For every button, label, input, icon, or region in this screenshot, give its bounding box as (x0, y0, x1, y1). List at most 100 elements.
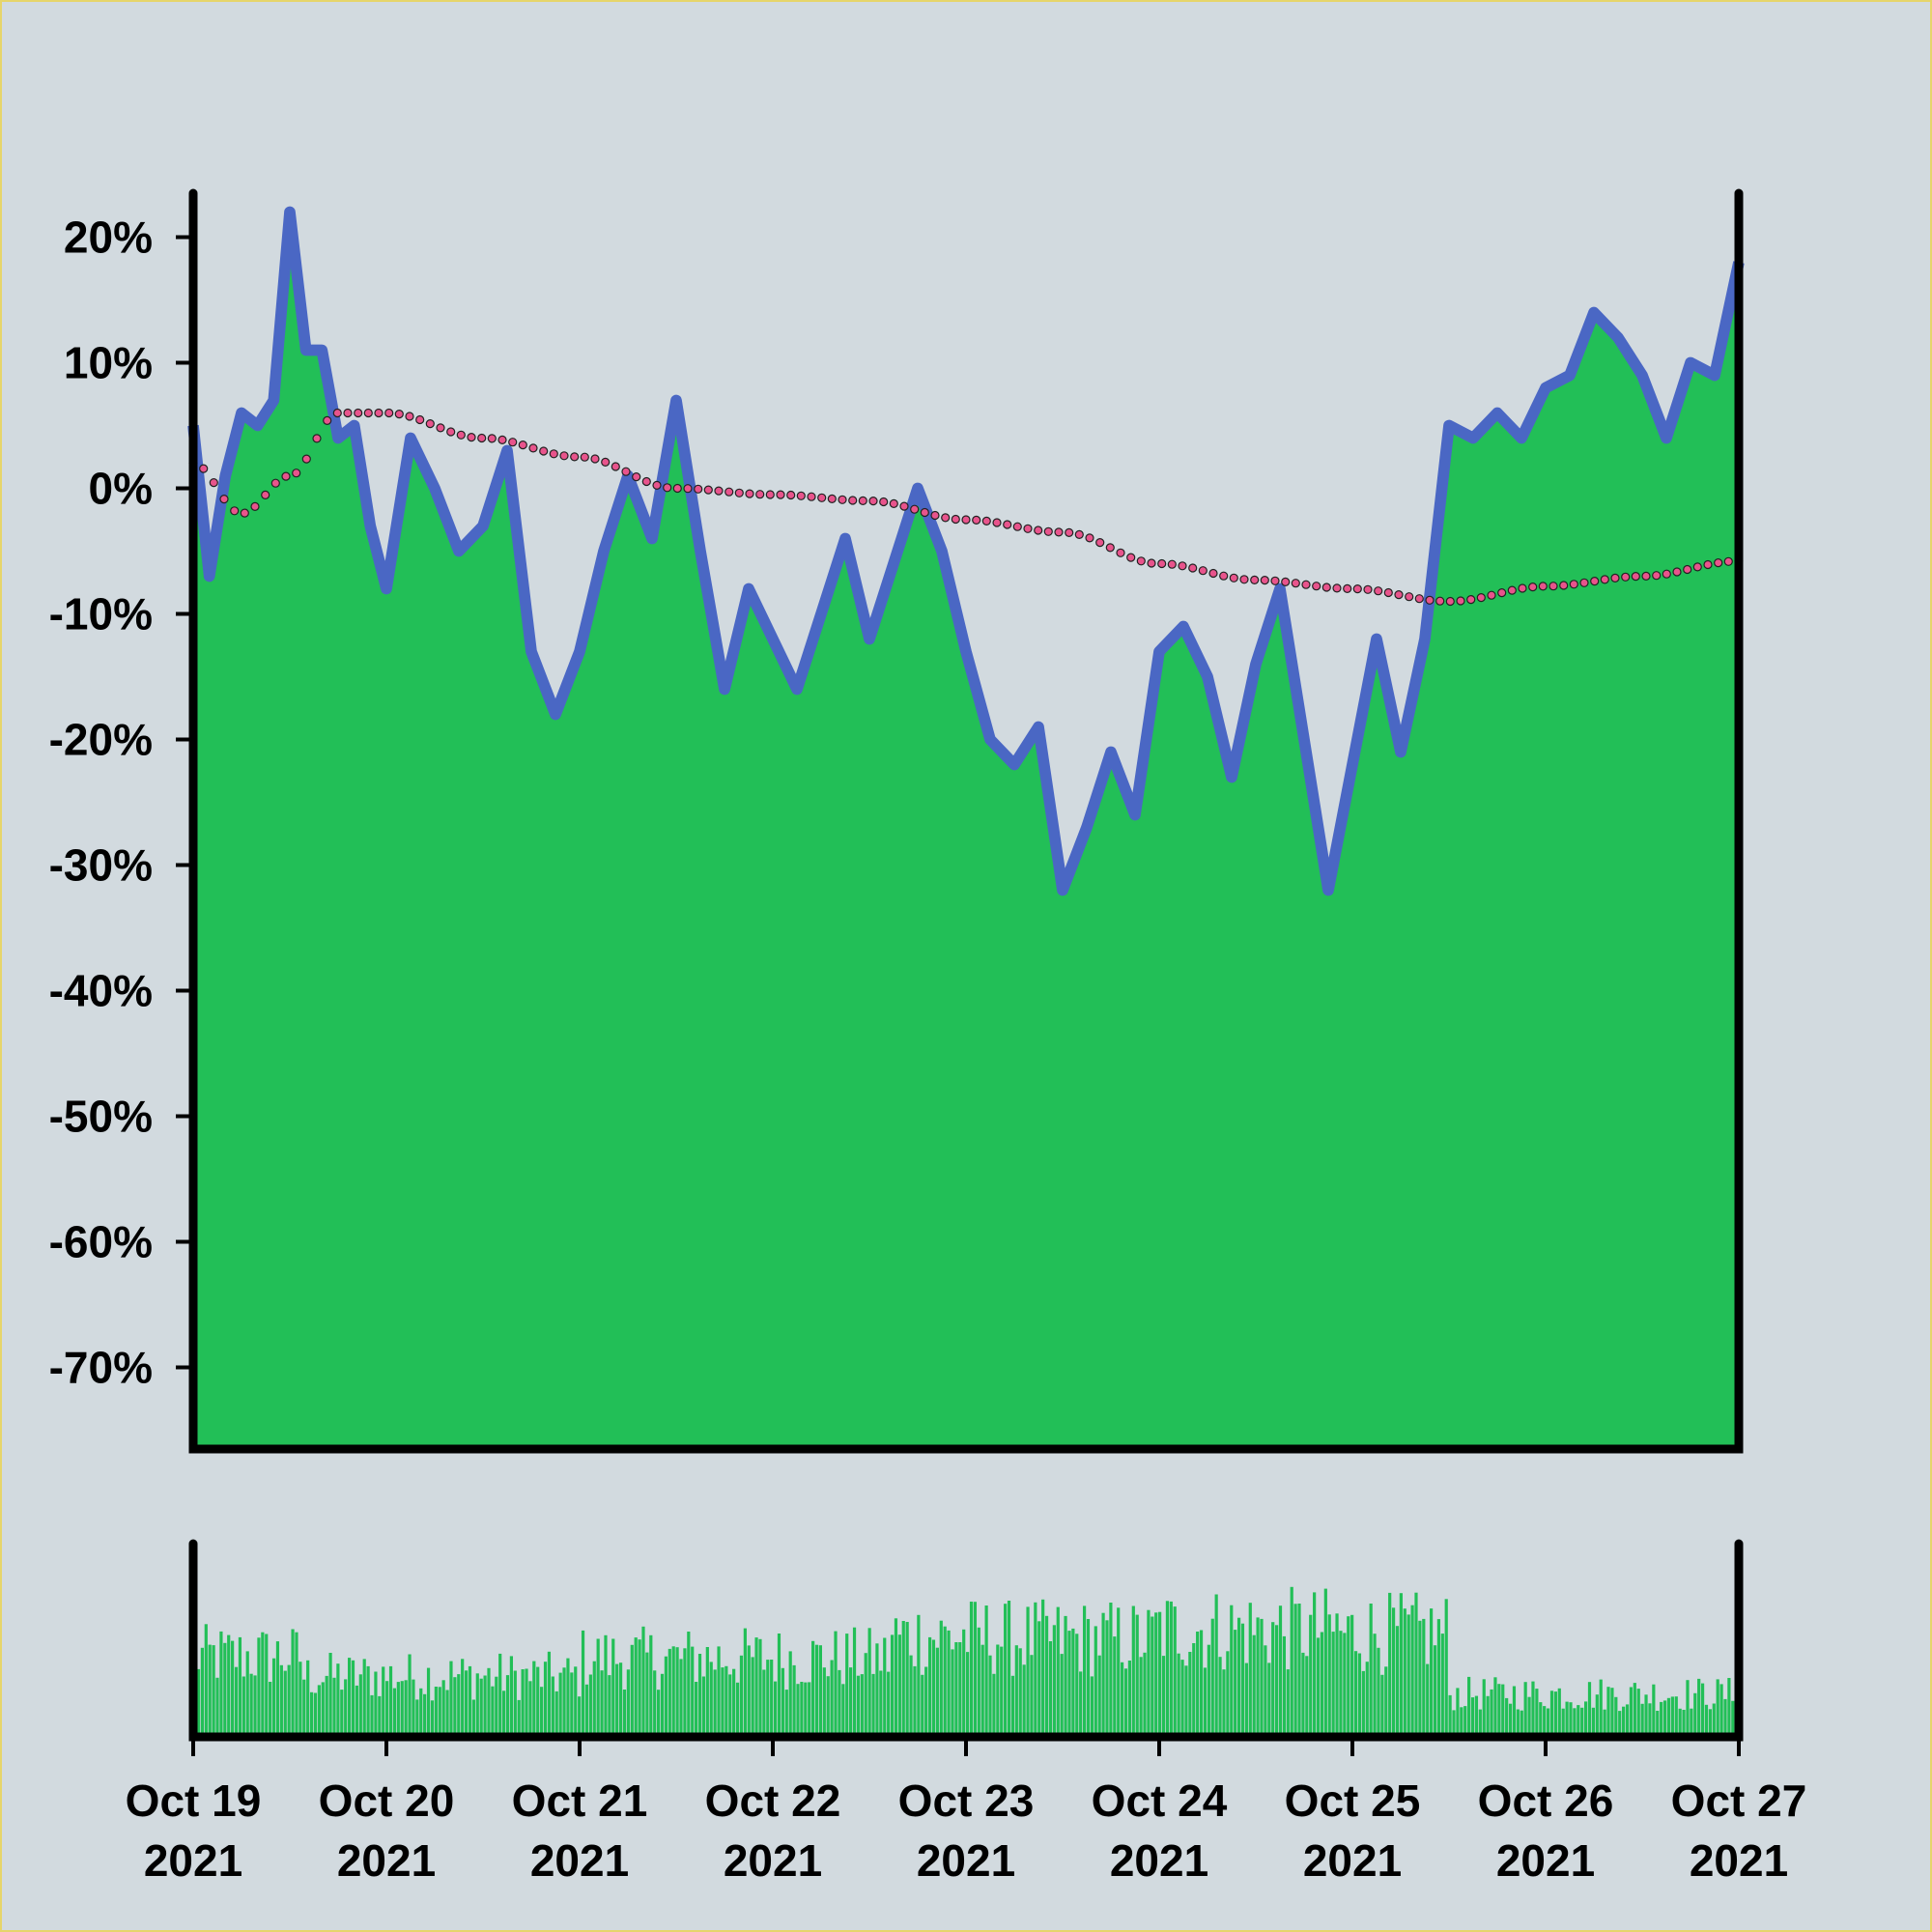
trend-dot (611, 462, 620, 471)
volume-bar (1278, 1605, 1283, 1737)
volume-bar (423, 1693, 427, 1737)
volume-bar (1430, 1608, 1434, 1737)
trend-dot (951, 514, 960, 525)
volume-bar (724, 1665, 728, 1737)
volume-bar (1271, 1622, 1275, 1737)
volume-bar (505, 1675, 510, 1737)
trend-dot (786, 490, 796, 500)
volume-bar (1640, 1703, 1644, 1737)
y-axis-ticks: 20% 10% 0% -10% -20% -30% -40% -50% -60% -70% (49, 213, 193, 1393)
volume-bar (1380, 1674, 1384, 1737)
volume-bar (808, 1682, 811, 1737)
volume-bar (283, 1670, 287, 1737)
volume-bar (796, 1684, 800, 1737)
volume-bar (208, 1644, 212, 1737)
volume-bar (215, 1677, 219, 1737)
volume-bar (231, 1640, 235, 1737)
trend-dot (1456, 596, 1465, 606)
trend-dot (1291, 579, 1300, 588)
volume-bar (1410, 1605, 1414, 1737)
volume-bar (351, 1660, 355, 1737)
trend-dot (1301, 580, 1311, 589)
volume-bar (883, 1637, 887, 1737)
volume-bar (951, 1649, 954, 1737)
trend-dot (363, 408, 373, 418)
volume-bar (1082, 1605, 1087, 1737)
volume-bar (988, 1655, 992, 1737)
volume-bar (325, 1675, 328, 1737)
volume-bar (1595, 1694, 1599, 1737)
x-tick-label-year: 2021 (337, 1835, 436, 1886)
volume-bar (777, 1634, 781, 1737)
volume-bar (701, 1676, 706, 1737)
trend-dot (672, 483, 682, 494)
volume-bar (856, 1675, 861, 1737)
trend-dot (632, 472, 641, 482)
trend-dot (1034, 526, 1043, 535)
volume-bar (1577, 1705, 1580, 1737)
trend-dot (1136, 556, 1146, 566)
trend-dot (1343, 583, 1352, 594)
trend-dot (270, 478, 280, 488)
trend-dot (374, 408, 384, 418)
volume-bar (584, 1684, 589, 1737)
volume-bar (860, 1674, 864, 1737)
volume-bar (355, 1685, 358, 1737)
trend-dot (1147, 558, 1156, 568)
volume-bar (901, 1621, 905, 1737)
trend-dot (1219, 571, 1229, 581)
volume-bar (415, 1699, 419, 1737)
volume-bar (1508, 1703, 1513, 1737)
volume-bar (291, 1629, 295, 1737)
volume-bar (1482, 1679, 1486, 1737)
volume-bar (762, 1669, 766, 1737)
volume-bar (1652, 1684, 1656, 1737)
volume-bar (1323, 1588, 1327, 1737)
trend-dot (261, 490, 270, 500)
volume-bar (1248, 1603, 1252, 1737)
volume-bar (1543, 1706, 1547, 1737)
volume-bar (317, 1685, 321, 1737)
trend-dot (570, 452, 580, 462)
volume-bar (634, 1637, 638, 1737)
volume-bar (1347, 1616, 1350, 1737)
volume-bar (513, 1670, 517, 1737)
volume-bar (1546, 1708, 1550, 1737)
volume-bar (1523, 1682, 1527, 1737)
volume-bar (618, 1662, 623, 1737)
volume-bar (728, 1674, 732, 1737)
volume-bar (1339, 1631, 1343, 1737)
volume-bar (1535, 1689, 1539, 1737)
volume-bar (408, 1654, 412, 1737)
volume-bar (1165, 1601, 1170, 1737)
volume-bar (362, 1659, 366, 1737)
volume-bar (1460, 1707, 1463, 1737)
trend-dot (292, 469, 301, 478)
trend-dot (734, 488, 744, 497)
trend-dot (323, 415, 332, 425)
volume-bar (1052, 1625, 1056, 1737)
volume-bar (1037, 1621, 1041, 1737)
trend-dot (1105, 543, 1115, 553)
volume-bar (543, 1662, 548, 1737)
volume-bar (517, 1699, 521, 1737)
trend-dot (961, 515, 971, 525)
volume-bar (1123, 1668, 1128, 1737)
volume-bar (498, 1653, 502, 1737)
volume-bar (1723, 1698, 1727, 1737)
volume-bar (1067, 1631, 1071, 1737)
volume-bar (1369, 1604, 1373, 1737)
trend-dot (1352, 583, 1362, 594)
volume-bar (1662, 1700, 1667, 1737)
x-tick-label-date: Oct 24 (1092, 1776, 1228, 1826)
volume-bar (1113, 1636, 1117, 1737)
volume-bar (758, 1638, 762, 1737)
volume-bar (1079, 1671, 1083, 1737)
trend-dot (1569, 580, 1578, 589)
volume-bar (558, 1672, 562, 1737)
trend-dot (683, 484, 693, 494)
volume-bar (671, 1646, 675, 1737)
volume-bar (1448, 1694, 1452, 1737)
volume-bar (909, 1655, 913, 1737)
volume-bar (784, 1690, 788, 1737)
